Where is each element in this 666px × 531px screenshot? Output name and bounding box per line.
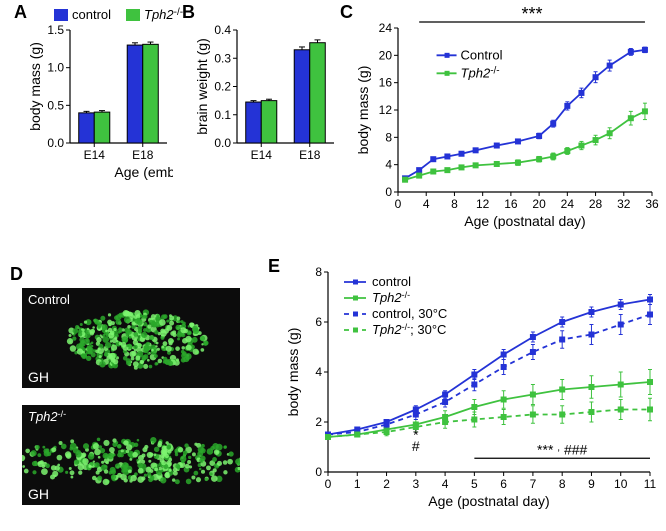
svg-text:8: 8 xyxy=(451,197,458,211)
bar xyxy=(79,113,95,143)
svg-text:0.2: 0.2 xyxy=(214,80,231,94)
svg-text:12: 12 xyxy=(379,103,393,117)
svg-text:7: 7 xyxy=(530,477,537,491)
svg-text:10: 10 xyxy=(614,477,628,491)
image-label-control: Control xyxy=(28,292,70,307)
svg-text:6: 6 xyxy=(315,315,322,329)
panel-a-chart: 0.00.51.01.5E14E18body mass (g)Age (embr… xyxy=(28,6,173,206)
image-label-gh-1: GH xyxy=(28,369,49,385)
svg-text:28: 28 xyxy=(589,197,603,211)
svg-text:4: 4 xyxy=(315,365,322,379)
panel-b-chart: 0.00.10.20.30.4E14E18brain weight (g) xyxy=(195,6,340,206)
panel-e-chart: 0 2 4 6 8 0 1 2 3 4 5 6 7 8 9 10 11 body mass (g) Age (pos… xyxy=(282,258,662,530)
series-line xyxy=(405,50,645,178)
svg-text:0: 0 xyxy=(395,197,402,211)
svg-text:0: 0 xyxy=(315,465,322,479)
legend-swatch-tph2 xyxy=(126,9,140,21)
bar xyxy=(94,112,110,143)
panel-d-image-tph2: Tph2-/- GH xyxy=(22,405,240,505)
legend-text-tph2: Tph2-/- xyxy=(144,7,183,22)
legend-item: control xyxy=(372,274,411,289)
svg-text:8: 8 xyxy=(385,130,392,144)
sig-big: *** , ### xyxy=(537,441,587,457)
svg-text:24: 24 xyxy=(561,197,575,211)
svg-text:8: 8 xyxy=(559,477,566,491)
legend-item: control, 30°C xyxy=(372,306,447,321)
svg-text:4: 4 xyxy=(442,477,449,491)
svg-text:11: 11 xyxy=(644,477,657,491)
series-line xyxy=(405,111,645,179)
svg-text:36: 36 xyxy=(645,197,659,211)
svg-text:20: 20 xyxy=(379,48,393,62)
panel-c-chart: 0 4 8 12 16 20 24 0 4 8 12 16 20 24 28 32 36 body mass (g… xyxy=(352,6,662,246)
svg-text:4: 4 xyxy=(385,158,392,172)
svg-text:#: # xyxy=(412,438,420,454)
svg-text:1: 1 xyxy=(354,477,361,491)
svg-text:Age (postnatal day): Age (postnatal day) xyxy=(464,213,585,229)
bar xyxy=(294,50,310,143)
svg-text:9: 9 xyxy=(588,477,595,491)
svg-text:E14: E14 xyxy=(84,148,106,162)
panel-d-image-control: Control GH xyxy=(22,288,240,388)
svg-text:6: 6 xyxy=(500,477,507,491)
bar xyxy=(246,102,262,143)
svg-text:0.0: 0.0 xyxy=(214,136,231,150)
svg-text:4: 4 xyxy=(423,197,430,211)
svg-text:20: 20 xyxy=(532,197,546,211)
image-label-gh-2: GH xyxy=(28,486,49,502)
svg-text:0.1: 0.1 xyxy=(214,108,231,122)
series-line xyxy=(328,382,650,437)
svg-text:2: 2 xyxy=(315,415,322,429)
svg-text:body mass (g): body mass (g) xyxy=(355,66,371,155)
bar xyxy=(127,45,143,143)
legend-tph2: Tph2-/- xyxy=(461,65,500,80)
panel-label-a: A xyxy=(14,2,27,23)
svg-text:brain weight (g): brain weight (g) xyxy=(195,38,210,135)
svg-text:5: 5 xyxy=(471,477,478,491)
svg-text:E18: E18 xyxy=(299,148,321,162)
legend-item: Tph2-/-; 30°C xyxy=(372,322,446,337)
svg-text:2: 2 xyxy=(383,477,390,491)
bar xyxy=(261,101,277,143)
legend-text-control: control xyxy=(72,7,111,22)
bar xyxy=(143,44,159,143)
svg-text:0.5: 0.5 xyxy=(47,98,64,112)
panel-label-d: D xyxy=(10,264,23,285)
svg-text:12: 12 xyxy=(476,197,490,211)
svg-text:16: 16 xyxy=(504,197,518,211)
series-line xyxy=(328,410,650,438)
svg-text:1.0: 1.0 xyxy=(47,61,64,75)
svg-text:3: 3 xyxy=(412,477,419,491)
svg-text:8: 8 xyxy=(315,265,322,279)
svg-text:E14: E14 xyxy=(251,148,273,162)
panel-ab-legend: control Tph2-/- xyxy=(54,6,254,28)
legend-swatch-control xyxy=(54,9,68,21)
svg-text:16: 16 xyxy=(379,76,393,90)
panel-d-images: Control GH Tph2-/- GH xyxy=(22,288,240,510)
legend-control: Control xyxy=(461,47,503,62)
bar xyxy=(310,43,326,143)
svg-text:0.3: 0.3 xyxy=(214,51,231,65)
svg-text:Age (postnatal day): Age (postnatal day) xyxy=(428,493,549,509)
svg-text:0.0: 0.0 xyxy=(47,136,64,150)
sig-stars: *** xyxy=(522,6,543,24)
panel-label-e: E xyxy=(268,256,280,277)
svg-text:32: 32 xyxy=(617,197,631,211)
svg-text:body mass (g): body mass (g) xyxy=(28,42,43,131)
svg-text:0: 0 xyxy=(385,185,392,199)
svg-text:E18: E18 xyxy=(132,148,154,162)
svg-text:0: 0 xyxy=(325,477,332,491)
svg-text:24: 24 xyxy=(379,21,393,35)
legend-item: Tph2-/- xyxy=(372,290,410,305)
svg-text:body mass (g): body mass (g) xyxy=(285,328,301,417)
svg-text:Age (embryonic day): Age (embryonic day) xyxy=(114,164,173,180)
